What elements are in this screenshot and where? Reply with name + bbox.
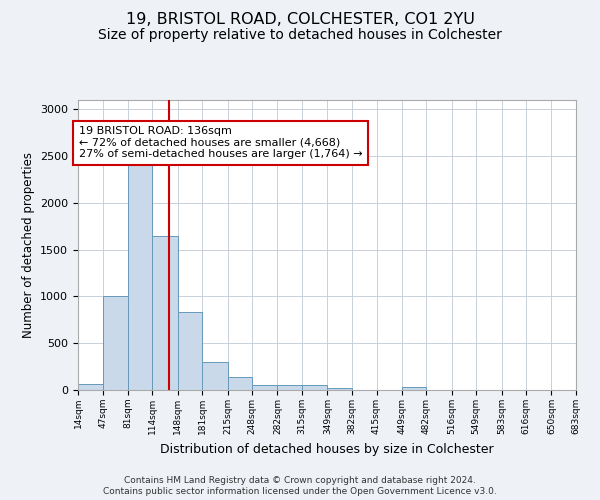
Bar: [128, 161, 152, 390]
Text: 19 BRISTOL ROAD: 136sqm
← 72% of detached houses are smaller (4,668)
27% of semi: 19 BRISTOL ROAD: 136sqm ← 72% of detache…: [79, 126, 362, 160]
Bar: [302, 385, 328, 390]
Bar: [227, 377, 252, 390]
Y-axis label: Number of detached properties: Number of detached properties: [22, 152, 35, 338]
Text: Contains HM Land Registry data © Crown copyright and database right 2024.: Contains HM Land Registry data © Crown c…: [124, 476, 476, 485]
Bar: [402, 386, 427, 390]
Bar: [78, 384, 103, 390]
Bar: [103, 296, 128, 390]
Bar: [202, 362, 227, 390]
Text: Size of property relative to detached houses in Colchester: Size of property relative to detached ho…: [98, 28, 502, 42]
Text: Contains public sector information licensed under the Open Government Licence v3: Contains public sector information licen…: [103, 488, 497, 496]
Bar: [178, 312, 202, 390]
Bar: [252, 385, 277, 390]
Text: Distribution of detached houses by size in Colchester: Distribution of detached houses by size …: [160, 442, 494, 456]
Bar: [152, 236, 178, 390]
Bar: [277, 385, 302, 390]
Bar: [328, 388, 352, 390]
Text: 19, BRISTOL ROAD, COLCHESTER, CO1 2YU: 19, BRISTOL ROAD, COLCHESTER, CO1 2YU: [125, 12, 475, 28]
